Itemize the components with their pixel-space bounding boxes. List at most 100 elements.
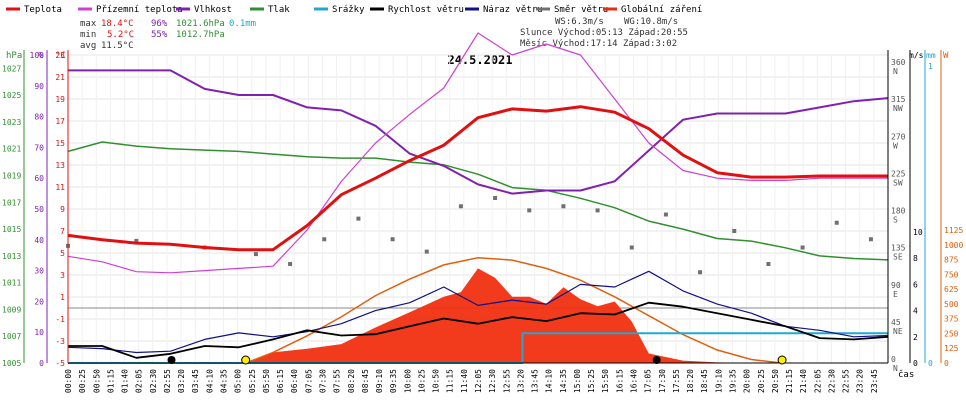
wind-tick-2: 4 xyxy=(913,307,918,316)
time-tick-2: 00:50 xyxy=(92,369,101,393)
dir-tick-deg-3: 135 xyxy=(891,244,906,253)
dir-point-6 xyxy=(356,216,361,221)
dir-tick-name-1: NE xyxy=(893,327,903,336)
dir-point-20 xyxy=(834,220,839,225)
dir-point-11 xyxy=(527,208,532,213)
time-tick-15: 06:15 xyxy=(276,369,285,393)
stat-min-temp: 5.2°C xyxy=(107,30,134,40)
temp-tick-0: -5 xyxy=(55,359,65,368)
stat-sun: Slunce Východ:05:13 Západ:20:55 xyxy=(520,28,688,38)
dir-point-15 xyxy=(663,212,668,217)
legend: Teplota Přízemní teplota Vlhkost Tlak Srážky… xyxy=(6,5,702,15)
temp-tick-2: -1 xyxy=(55,315,65,324)
dir-point-1 xyxy=(134,238,139,243)
time-tick-28: 11:40 xyxy=(460,369,469,393)
time-tick-19: 07:55 xyxy=(333,369,342,393)
stat-label-max: max xyxy=(80,19,97,29)
legend-item-0: Teplota xyxy=(24,5,62,15)
time-tick-46: 19:10 xyxy=(714,369,723,393)
temp-tick-12: 19 xyxy=(55,95,65,104)
pct-tick-3: 30 xyxy=(34,267,44,276)
dir-point-14 xyxy=(629,245,634,250)
wind-tick-0: 0 xyxy=(913,359,918,368)
time-tick-10: 04:10 xyxy=(205,369,214,393)
dir-tick-deg-2: 90 xyxy=(891,281,901,290)
time-tick-24: 10:00 xyxy=(403,369,412,393)
dir-point-12 xyxy=(561,204,566,209)
temp-tick-5: 5 xyxy=(60,249,65,258)
wind-axis-label: m/s xyxy=(909,51,924,60)
time-tick-41: 17:05 xyxy=(644,369,653,393)
temp-tick-1: -3 xyxy=(55,337,65,346)
hpa-tick-3: 1011 xyxy=(2,279,21,288)
dir-point-10 xyxy=(493,196,498,200)
time-tick-31: 12:55 xyxy=(502,369,511,393)
legend-item-8: Globální záření xyxy=(621,5,702,15)
time-tick-18: 07:30 xyxy=(318,369,327,393)
series-radiation-area xyxy=(68,268,888,363)
dir-tick-deg-1: 45 xyxy=(891,318,901,327)
temp-tick-6: 7 xyxy=(60,227,65,236)
pct-tick-0: 0 xyxy=(39,359,44,368)
rad-tick-1: 125 xyxy=(944,344,959,353)
rad-tick-6: 750 xyxy=(944,270,959,279)
time-tick-9: 03:45 xyxy=(191,369,200,393)
dir-tick-deg-8: 360 xyxy=(891,58,906,67)
dir-point-19 xyxy=(800,245,805,250)
rad-tick-2: 250 xyxy=(944,329,959,338)
rain-tick-1: 1 xyxy=(928,62,933,71)
temp-tick-7: 9 xyxy=(60,205,65,214)
hpa-tick-2: 1009 xyxy=(2,305,21,314)
time-tick-29: 12:05 xyxy=(474,369,483,393)
time-tick-47: 19:35 xyxy=(728,369,737,393)
pct-tick-9: 90 xyxy=(34,82,44,91)
moonset-marker xyxy=(167,356,176,364)
wind-tick-1: 2 xyxy=(913,333,918,342)
hpa-tick-0: 1005 xyxy=(2,359,21,368)
dir-point-7 xyxy=(390,237,395,242)
time-tick-8: 03:20 xyxy=(177,369,186,393)
legend-item-1: Přízemní teplota xyxy=(96,5,183,15)
time-tick-38: 15:50 xyxy=(601,369,610,393)
dir-point-5 xyxy=(322,237,327,242)
time-tick-30: 12:30 xyxy=(488,369,497,393)
rad-tick-9: 1125 xyxy=(944,226,963,235)
time-tick-21: 08:45 xyxy=(361,369,370,393)
dir-point-13 xyxy=(595,208,600,213)
stats-panel: max 18.4°C 96% 1021.6hPa 0.1mm min 5.2°C… xyxy=(80,17,688,51)
stat-min-hum: 55% xyxy=(151,30,168,40)
hpa-tick-11: 1027 xyxy=(2,64,21,73)
legend-item-4: Srážky xyxy=(332,5,365,15)
time-tick-13: 05:25 xyxy=(248,369,257,393)
wind-tick-3: 6 xyxy=(913,280,918,289)
plot-area xyxy=(66,32,889,364)
time-tick-33: 13:45 xyxy=(531,369,540,393)
time-tick-11: 04:35 xyxy=(220,369,229,393)
time-tick-40: 16:40 xyxy=(630,369,639,393)
legend-item-2: Vlhkost xyxy=(194,5,232,15)
time-tick-36: 15:00 xyxy=(573,369,582,393)
time-tick-53: 22:05 xyxy=(813,369,822,393)
legend-item-7: Směr větru xyxy=(554,5,608,15)
time-tick-27: 11:15 xyxy=(446,369,455,393)
temp-tick-8: 11 xyxy=(55,183,65,192)
dir-tick-name-0: N xyxy=(893,364,898,373)
time-tick-39: 16:15 xyxy=(615,369,624,393)
pct-tick-2: 20 xyxy=(34,297,44,306)
pct-tick-5: 50 xyxy=(34,205,44,214)
dir-tick-name-2: E xyxy=(893,290,898,299)
dir-tick-deg-0: 0 xyxy=(891,355,896,364)
rad-tick-0: 0 xyxy=(944,359,949,368)
time-tick-57: 23:45 xyxy=(870,369,879,393)
time-tick-6: 02:30 xyxy=(149,369,158,393)
time-tick-37: 15:25 xyxy=(587,369,596,393)
time-tick-50: 20:50 xyxy=(771,369,780,393)
time-tick-20: 08:20 xyxy=(347,369,356,393)
wind-tick-5: 10 xyxy=(913,228,923,237)
rad-axis-label: W xyxy=(943,51,949,61)
stat-label-min: min xyxy=(80,30,96,40)
pct-tick-4: 40 xyxy=(34,236,44,245)
dir-tick-name-7: NW xyxy=(893,104,903,113)
pct-tick-8: 80 xyxy=(34,113,44,122)
dir-point-21 xyxy=(868,237,873,242)
